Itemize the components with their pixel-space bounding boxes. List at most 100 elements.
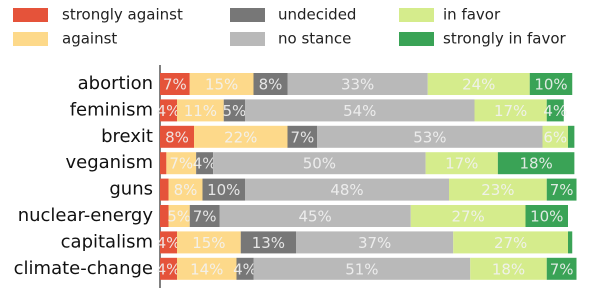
value-label: 6% bbox=[543, 128, 567, 146]
bar-segment bbox=[245, 178, 449, 201]
value-label: 4% bbox=[543, 102, 567, 120]
bar-segment bbox=[168, 205, 190, 227]
bar-segment bbox=[202, 178, 245, 201]
bar-segment bbox=[160, 73, 190, 95]
bar-segment bbox=[240, 231, 296, 254]
bar-segment bbox=[449, 178, 547, 201]
bar-segment bbox=[168, 178, 203, 201]
value-label: 7% bbox=[193, 208, 217, 226]
y-tick-label: nuclear-energy bbox=[18, 205, 154, 226]
value-label: 10% bbox=[530, 208, 563, 226]
legend-swatch bbox=[399, 32, 434, 46]
value-label: 8% bbox=[259, 76, 283, 94]
bar-segment bbox=[194, 125, 288, 148]
y-tick-label: climate-change bbox=[14, 258, 153, 279]
legend-label: no stance bbox=[278, 30, 351, 48]
bar-segment bbox=[196, 152, 214, 175]
value-label: 17% bbox=[445, 155, 478, 173]
value-label: 11% bbox=[184, 102, 217, 120]
bar-segment bbox=[253, 73, 288, 95]
value-label: 7% bbox=[550, 181, 574, 199]
bar-segment bbox=[470, 257, 547, 280]
value-label: 13% bbox=[252, 234, 285, 252]
y-tick-label: abortion bbox=[78, 73, 153, 94]
y-tick-label: guns bbox=[109, 179, 153, 200]
bar-segment bbox=[546, 99, 564, 122]
value-label: 4% bbox=[193, 155, 217, 173]
value-label: 23% bbox=[481, 181, 514, 199]
value-label: 8% bbox=[165, 128, 189, 146]
bar-segment bbox=[160, 231, 177, 254]
bar-segment bbox=[546, 178, 577, 201]
bar-segment bbox=[474, 99, 547, 122]
bar-segment bbox=[529, 73, 573, 95]
bar-segment bbox=[213, 152, 426, 175]
value-label: 45% bbox=[298, 208, 331, 226]
value-label: 33% bbox=[341, 76, 374, 94]
value-label: 7% bbox=[550, 260, 574, 278]
value-label: 18% bbox=[519, 155, 552, 173]
value-label: 22% bbox=[224, 128, 257, 146]
bar-segment bbox=[525, 205, 568, 227]
bar-segment bbox=[568, 125, 575, 148]
value-label: 15% bbox=[192, 234, 225, 252]
value-label: 4% bbox=[157, 260, 181, 278]
value-label: 53% bbox=[413, 128, 446, 146]
value-label: 10% bbox=[207, 181, 240, 199]
bar-segment bbox=[236, 257, 254, 280]
bar-segment bbox=[189, 73, 254, 95]
bar-segment bbox=[166, 152, 197, 175]
value-label: 14% bbox=[190, 260, 223, 278]
bar-segment bbox=[160, 99, 177, 122]
value-label: 4% bbox=[157, 234, 181, 252]
bar-segment bbox=[223, 99, 245, 122]
bar-segment bbox=[287, 73, 428, 95]
value-label: 4% bbox=[233, 260, 257, 278]
legend-swatch bbox=[13, 8, 48, 22]
bar-segment bbox=[253, 257, 471, 280]
bar-segment bbox=[497, 152, 575, 175]
legend-label: strongly against bbox=[62, 6, 183, 24]
legend-label: undecided bbox=[278, 6, 356, 24]
bar-segment bbox=[189, 205, 220, 227]
bar-segment bbox=[410, 205, 526, 227]
bar-segment bbox=[546, 257, 577, 280]
legend-label: in favor bbox=[443, 6, 501, 24]
value-label: 48% bbox=[330, 181, 363, 199]
value-label: 5% bbox=[167, 208, 191, 226]
bar-segment bbox=[160, 152, 167, 175]
legend-label: strongly in favor bbox=[443, 30, 567, 48]
y-tick-label: veganism bbox=[65, 152, 153, 173]
value-label: 7% bbox=[163, 76, 187, 94]
legend-swatch bbox=[13, 32, 48, 46]
y-tick-label: brexit bbox=[101, 126, 153, 147]
bar-segment bbox=[287, 125, 318, 148]
value-label: 10% bbox=[534, 76, 567, 94]
value-label: 8% bbox=[174, 181, 198, 199]
legend-swatch bbox=[230, 8, 265, 22]
bar-segment bbox=[425, 152, 498, 175]
bar-segment bbox=[427, 73, 530, 95]
value-label: 15% bbox=[205, 76, 238, 94]
bar-segment bbox=[245, 99, 475, 122]
bar-segment bbox=[177, 99, 224, 122]
legend-swatch bbox=[399, 8, 434, 22]
y-tick-label: feminism bbox=[70, 99, 153, 120]
value-label: 5% bbox=[222, 102, 246, 120]
value-label: 4% bbox=[157, 102, 181, 120]
bar-segment bbox=[317, 125, 543, 148]
value-label: 24% bbox=[462, 76, 495, 94]
bar-segment bbox=[177, 231, 241, 254]
value-label: 50% bbox=[303, 155, 336, 173]
bar-segment bbox=[160, 178, 169, 201]
value-label: 18% bbox=[492, 260, 525, 278]
value-label: 27% bbox=[494, 234, 527, 252]
bar-segment bbox=[160, 205, 169, 227]
value-label: 7% bbox=[169, 155, 193, 173]
bar-segment bbox=[177, 257, 237, 280]
value-label: 37% bbox=[358, 234, 391, 252]
value-label: 7% bbox=[290, 128, 314, 146]
bar-segment bbox=[160, 257, 177, 280]
value-label: 17% bbox=[494, 102, 527, 120]
